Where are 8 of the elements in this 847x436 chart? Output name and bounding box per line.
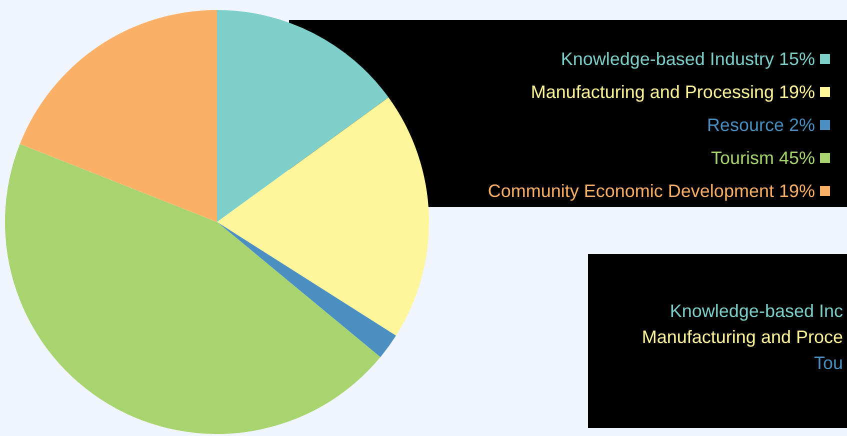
text: Tou: [814, 353, 843, 373]
legend-label: Community Economic Development 19%: [488, 181, 815, 201]
legend-label: Resource 2%: [706, 115, 815, 135]
legend-label: Knowledge-based Industry 15%: [560, 49, 815, 69]
text: Knowledge-based Inc: [670, 301, 843, 321]
text: Manufacturing and Proce: [642, 327, 843, 347]
legend-label: Manufacturing and Processing 19%: [530, 82, 815, 102]
legend-label: Tourism 45%: [710, 148, 815, 168]
